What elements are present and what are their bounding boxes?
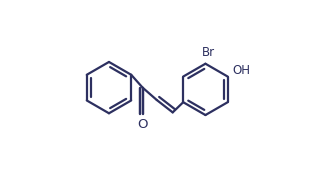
Text: Br: Br [201,46,215,59]
Text: O: O [137,118,148,131]
Text: OH: OH [232,64,250,77]
